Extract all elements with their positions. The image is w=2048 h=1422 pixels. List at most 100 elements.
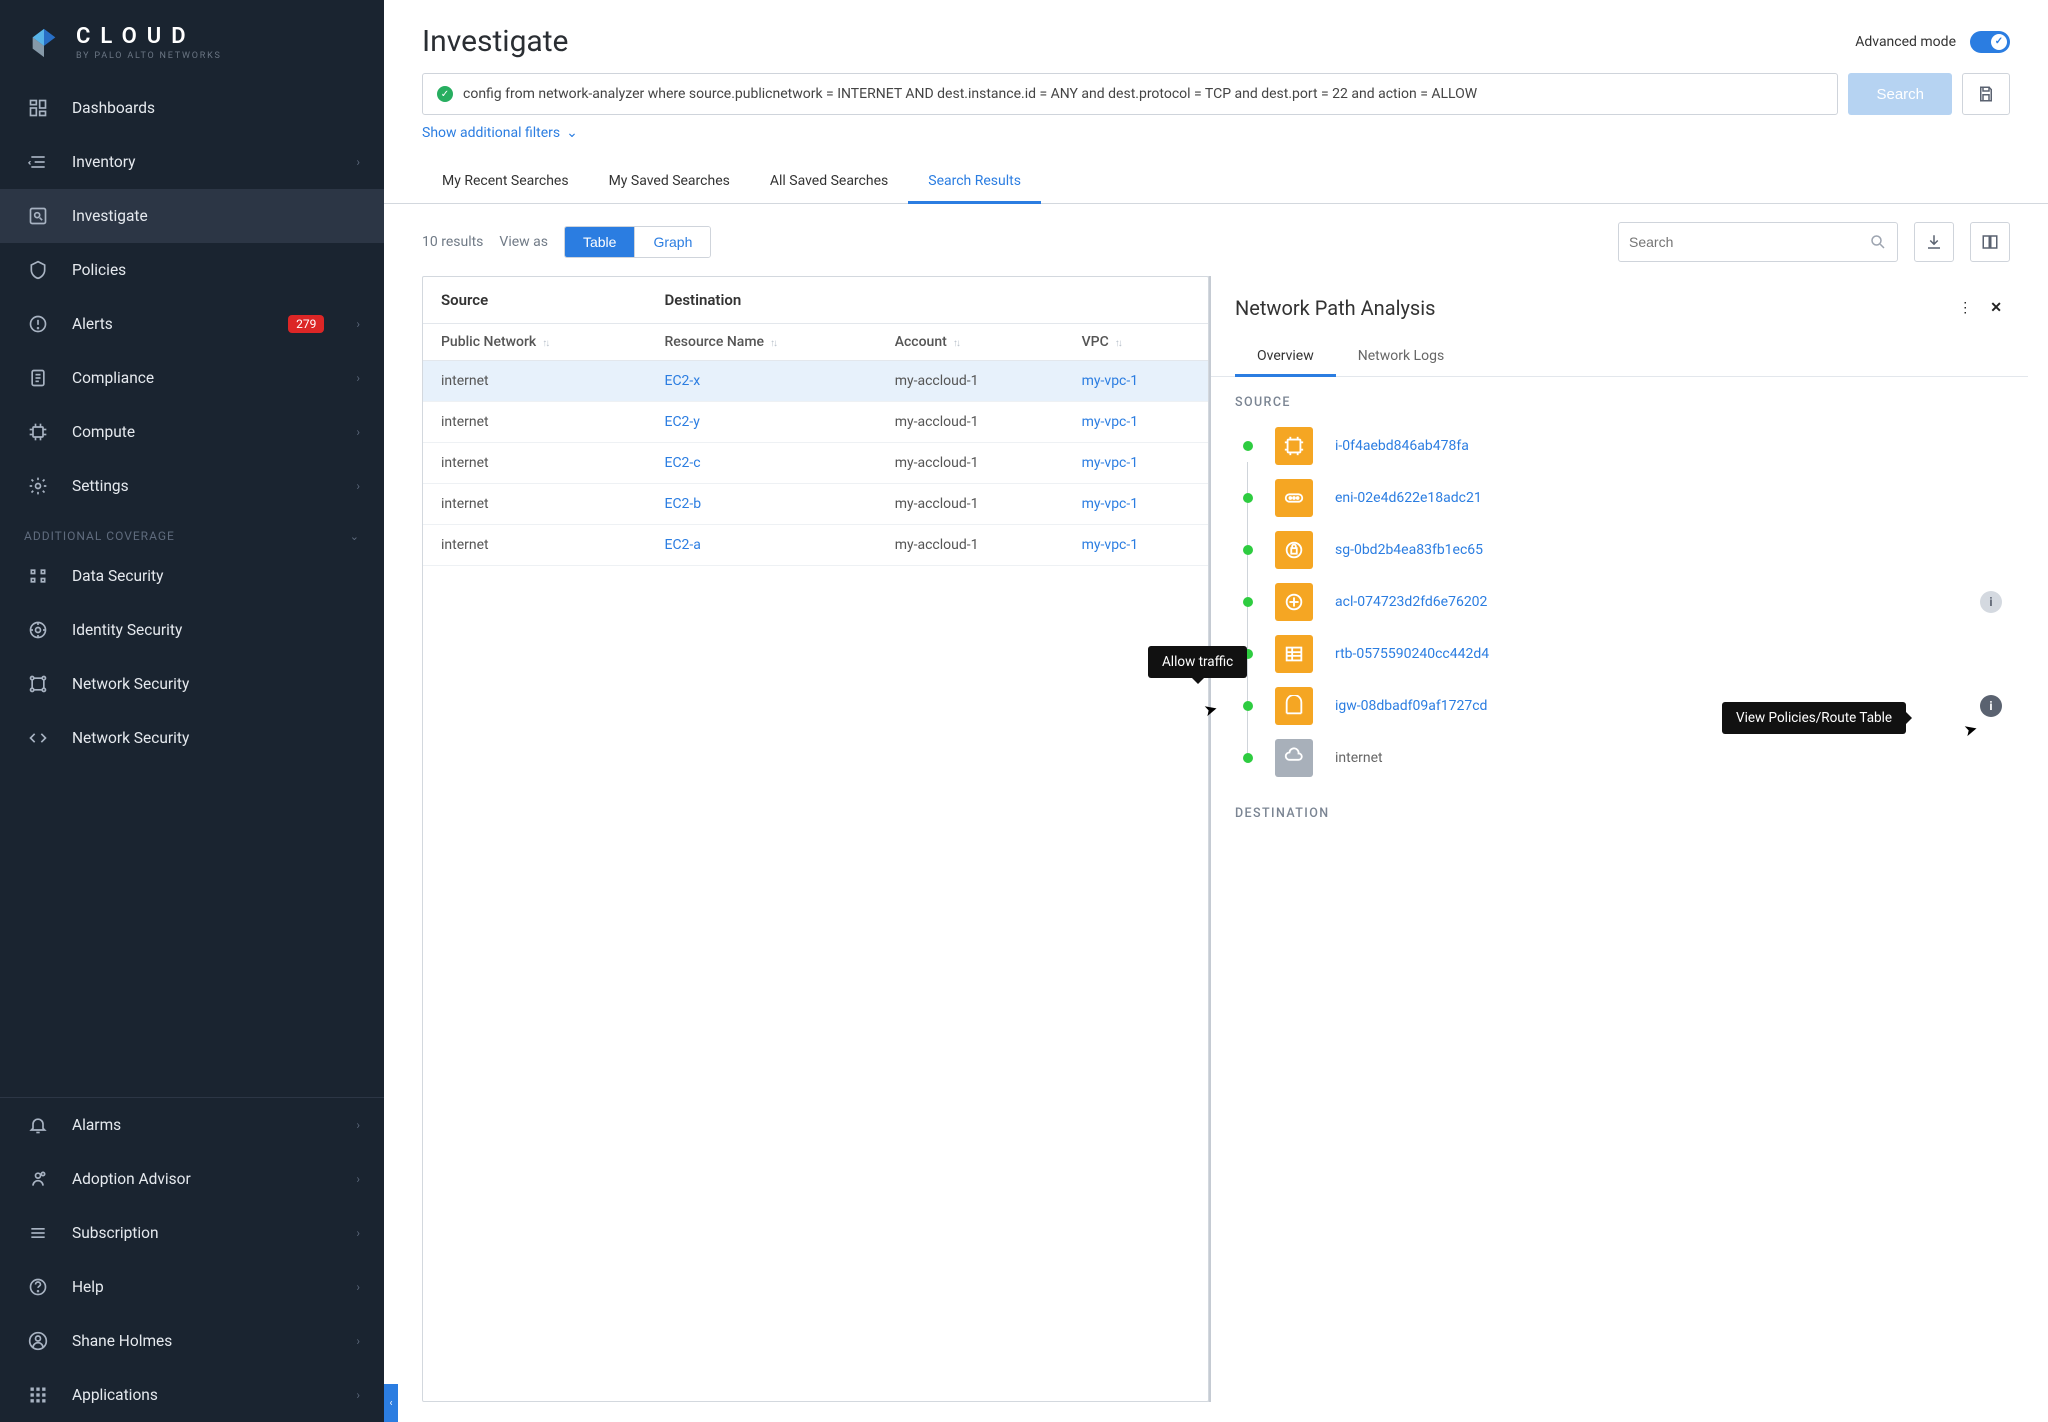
- col-resource[interactable]: Resource Name↑↓: [646, 324, 876, 361]
- cell-source: internet: [423, 443, 646, 484]
- sidebar-item-network-security[interactable]: Network Security: [0, 657, 384, 711]
- panel-close-button[interactable]: ✕: [1990, 300, 2002, 316]
- resource-link[interactable]: EC2-b: [664, 496, 701, 512]
- sidebar-item-dashboards[interactable]: Dashboards: [0, 81, 384, 135]
- sidebar-collapse-button[interactable]: ‹: [384, 1384, 398, 1422]
- sidebar-item-identity-security[interactable]: Identity Security: [0, 603, 384, 657]
- results-search-input[interactable]: [1629, 234, 1869, 250]
- sidebar-item-alarms[interactable]: Alarms ›: [0, 1098, 384, 1152]
- info-icon[interactable]: i: [1980, 591, 2002, 613]
- query-valid-icon: ✓: [437, 86, 453, 102]
- panel-tab-logs[interactable]: Network Logs: [1336, 338, 1466, 376]
- sidebar-item-applications[interactable]: Applications ›: [0, 1368, 384, 1422]
- instance-icon: [1275, 427, 1313, 465]
- col-public-network[interactable]: Public Network↑↓: [423, 324, 646, 361]
- sidebar-item-compliance[interactable]: Compliance ›: [0, 351, 384, 405]
- vpc-link[interactable]: my-vpc-1: [1082, 455, 1138, 471]
- cell-source: internet: [423, 361, 646, 402]
- sidebar-item-user[interactable]: Shane Holmes ›: [0, 1314, 384, 1368]
- sort-icon: ↑↓: [1115, 338, 1121, 349]
- view-mode-graph[interactable]: Graph: [634, 227, 710, 257]
- toggle-switch[interactable]: [1970, 31, 2010, 53]
- col-group-dest: Destination: [646, 277, 1208, 324]
- resource-link[interactable]: EC2-a: [664, 537, 700, 553]
- table-row[interactable]: internet EC2-b my-accloud-1 my-vpc-1: [423, 484, 1208, 525]
- cell-vpc: my-vpc-1: [1064, 443, 1208, 484]
- col-account[interactable]: Account↑↓: [877, 324, 1064, 361]
- tab-all-saved[interactable]: All Saved Searches: [750, 159, 908, 203]
- path-node[interactable]: i-0f4aebd846ab478fa: [1243, 420, 2002, 472]
- view-mode-table[interactable]: Table: [565, 227, 634, 257]
- gear-icon: [24, 472, 52, 500]
- sidebar-item-settings[interactable]: Settings ›: [0, 459, 384, 513]
- sidebar-item-adoption[interactable]: Adoption Advisor ›: [0, 1152, 384, 1206]
- path-node[interactable]: acl-074723d2fd6e76202 i: [1243, 576, 2002, 628]
- table-row[interactable]: internet EC2-a my-accloud-1 my-vpc-1: [423, 525, 1208, 566]
- path-node[interactable]: rtb-0575590240cc442d4: [1243, 628, 2002, 680]
- panel-menu-button[interactable]: ⋮: [1958, 300, 1972, 316]
- internet-icon: [1275, 739, 1313, 777]
- tab-saved[interactable]: My Saved Searches: [589, 159, 750, 203]
- alerts-badge: 279: [288, 315, 324, 333]
- sidebar-item-label: Alerts: [72, 315, 113, 333]
- sidebar-item-label: Compliance: [72, 369, 154, 387]
- sidebar-item-alerts[interactable]: Alerts 279 ›: [0, 297, 384, 351]
- sidebar-section-label: ADDITIONAL COVERAGE: [24, 529, 175, 543]
- query-text: config from network-analyzer where sourc…: [463, 86, 1477, 102]
- path-node[interactable]: eni-02e4d622e18adc21: [1243, 472, 2002, 524]
- resource-link[interactable]: EC2-x: [664, 373, 700, 389]
- rtb-icon: [1275, 635, 1313, 673]
- columns-button[interactable]: [1970, 222, 2010, 262]
- sidebar-item-investigate[interactable]: Investigate: [0, 189, 384, 243]
- brand-logo[interactable]: CLOUD BY PALO ALTO NETWORKS: [0, 0, 384, 81]
- path-node-link[interactable]: acl-074723d2fd6e76202: [1335, 594, 1487, 610]
- path-node-link[interactable]: i-0f4aebd846ab478fa: [1335, 438, 1469, 454]
- sidebar-item-help[interactable]: Help ›: [0, 1260, 384, 1314]
- network-icon: [24, 670, 52, 698]
- cell-source: internet: [423, 484, 646, 525]
- tabs-bar: My Recent Searches My Saved Searches All…: [384, 159, 2048, 204]
- show-filters-link[interactable]: Show additional filters ⌄: [384, 115, 2048, 147]
- download-button[interactable]: [1914, 222, 1954, 262]
- path-node-link[interactable]: sg-0bd2b4ea83fb1ec65: [1335, 542, 1483, 558]
- sidebar-item-inventory[interactable]: Inventory ›: [0, 135, 384, 189]
- path-node-link[interactable]: rtb-0575590240cc442d4: [1335, 646, 1489, 662]
- search-button[interactable]: Search: [1848, 73, 1952, 115]
- advanced-mode-toggle[interactable]: Advanced mode: [1855, 31, 2010, 53]
- sidebar-nav-bottom: Alarms › Adoption Advisor › Subscription…: [0, 1098, 384, 1422]
- sidebar-item-compute[interactable]: Compute ›: [0, 405, 384, 459]
- info-icon[interactable]: i: [1980, 695, 2002, 717]
- cell-resource: EC2-b: [646, 484, 876, 525]
- path-node[interactable]: internet: [1243, 732, 2002, 784]
- panel-tab-overview[interactable]: Overview: [1235, 338, 1336, 377]
- table-row[interactable]: internet EC2-x my-accloud-1 my-vpc-1: [423, 361, 1208, 402]
- resource-link[interactable]: EC2-y: [664, 414, 699, 430]
- path-node-link[interactable]: eni-02e4d622e18adc21: [1335, 490, 1482, 506]
- path-node[interactable]: sg-0bd2b4ea83fb1ec65: [1243, 524, 2002, 576]
- data-icon: [24, 562, 52, 590]
- table-row[interactable]: internet EC2-y my-accloud-1 my-vpc-1: [423, 402, 1208, 443]
- tab-recent[interactable]: My Recent Searches: [422, 159, 589, 203]
- resource-link[interactable]: EC2-c: [664, 455, 700, 471]
- sidebar-item-label: Help: [72, 1278, 104, 1296]
- vpc-link[interactable]: my-vpc-1: [1082, 537, 1138, 553]
- vpc-link[interactable]: my-vpc-1: [1082, 414, 1138, 430]
- vpc-link[interactable]: my-vpc-1: [1082, 373, 1138, 389]
- results-search[interactable]: [1618, 222, 1898, 262]
- sidebar-item-label: Subscription: [72, 1224, 159, 1242]
- table-row[interactable]: internet EC2-c my-accloud-1 my-vpc-1: [423, 443, 1208, 484]
- sidebar-section-coverage[interactable]: ADDITIONAL COVERAGE ⌄: [0, 513, 384, 549]
- col-vpc[interactable]: VPC↑↓: [1064, 324, 1208, 361]
- path-node-link[interactable]: igw-08dbadf09af1727cd: [1335, 698, 1487, 714]
- save-query-button[interactable]: [1962, 73, 2010, 115]
- sidebar-item-network-security-code[interactable]: Network Security: [0, 711, 384, 765]
- sidebar-item-label: Adoption Advisor: [72, 1170, 191, 1188]
- cell-resource: EC2-y: [646, 402, 876, 443]
- sidebar-item-subscription[interactable]: Subscription ›: [0, 1206, 384, 1260]
- query-input[interactable]: ✓ config from network-analyzer where sou…: [422, 73, 1838, 115]
- tab-results[interactable]: Search Results: [908, 159, 1041, 204]
- vpc-link[interactable]: my-vpc-1: [1082, 496, 1138, 512]
- sidebar-item-policies[interactable]: Policies: [0, 243, 384, 297]
- sidebar-item-data-security[interactable]: Data Security: [0, 549, 384, 603]
- sidebar-item-label: Network Security: [72, 675, 189, 693]
